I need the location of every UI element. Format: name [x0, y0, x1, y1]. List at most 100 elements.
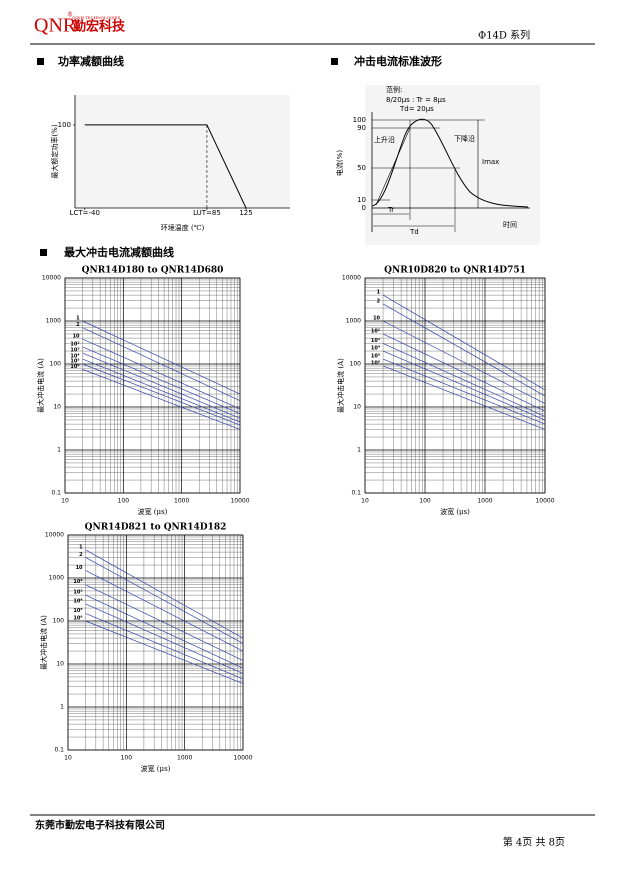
imax-label: Imax [482, 158, 499, 166]
level-label: 50 [357, 164, 366, 172]
y-axis-label: 电流(%) [335, 150, 344, 176]
x-tick-label: LUT=85 [193, 209, 221, 217]
waveform-diagram: 范例: 8/20μs : Tr = 8μs Td= 20μs 100 90 50… [335, 85, 540, 245]
series-line [85, 584, 244, 661]
y-tick-label: 10000 [42, 275, 61, 282]
x-tick-label: 10 [64, 755, 72, 762]
series-label: 10⁶ [371, 360, 380, 366]
y-tick-label: 1 [57, 447, 61, 454]
bullet [37, 58, 44, 65]
y-tick-label: 1000 [49, 575, 64, 582]
x-tick-label: 125 [239, 209, 252, 217]
series-line [382, 365, 546, 430]
series-line [382, 333, 546, 412]
level-label: 10 [357, 196, 366, 204]
y-tick-label: 100 [50, 361, 62, 368]
series-label: 1 [377, 290, 381, 296]
plot-area [75, 95, 290, 208]
logo: QNR [34, 15, 77, 37]
series-line [82, 320, 241, 395]
series-line [85, 594, 244, 669]
y-tick-label: 0.1 [54, 747, 64, 754]
series-label: 2 [377, 298, 381, 304]
series-label: 10³ [70, 348, 79, 354]
series-label: 10 [76, 565, 83, 571]
x-tick-label: 1000 [177, 755, 192, 762]
series-line [85, 620, 244, 684]
series-line [85, 603, 244, 674]
x-tick-label: 1000 [477, 498, 492, 505]
y-tick-label: 10 [56, 661, 64, 668]
level-label: 90 [357, 124, 366, 132]
x-axis-label: 波宽 (μs) [440, 507, 470, 516]
y-tick-label: 1000 [46, 318, 61, 325]
x-tick-label: 10 [61, 498, 69, 505]
rise-line [375, 127, 411, 206]
series-label: 10⁶ [70, 364, 79, 370]
series-label: 1 [76, 316, 80, 322]
series-label: 10² [70, 341, 79, 347]
chart-title: QNR14D821 to QNR14D182 [85, 523, 227, 533]
series-line [82, 346, 241, 414]
y-tick-label: 1 [60, 704, 64, 711]
series-label: 1 [79, 544, 83, 550]
series-label: 10⁵ [371, 354, 380, 360]
level-label: 100 [353, 116, 366, 124]
bullet [331, 58, 338, 65]
series-line [84, 124, 247, 209]
plot-area [364, 277, 546, 494]
y-tick-label: 1000 [346, 318, 361, 325]
company-logo: 勤宏科技 [73, 19, 126, 35]
example-line: Td= 20μs [399, 105, 434, 113]
tr-label: Tr [387, 206, 394, 214]
series-line [382, 320, 546, 404]
series-line [382, 303, 546, 397]
example-label: 范例: [386, 85, 402, 94]
y-tick-label: 100 [350, 361, 362, 368]
y-tick-label: 10000 [342, 275, 361, 282]
fall-label: 下降沿 [454, 134, 475, 143]
rise-label: 上升沿 [374, 135, 395, 144]
x-tick-label: 1000 [174, 498, 189, 505]
series-label: 10⁵ [73, 608, 82, 614]
x-tick-label: 10000 [535, 498, 554, 505]
series-line [82, 352, 241, 419]
bullet [40, 249, 47, 256]
section-title: 最大冲击电流减额曲线 [64, 245, 174, 259]
y-tick-label: 1 [357, 447, 361, 454]
series-line [82, 338, 241, 410]
series-label: 10² [73, 579, 82, 585]
y-axis-label: 最大冲击电流 (A) [36, 358, 45, 413]
series-label: 10³ [73, 590, 82, 596]
series-label: 10² [371, 328, 380, 334]
series-line [382, 343, 546, 417]
series-line [382, 358, 546, 425]
series-line [382, 350, 546, 421]
x-tick-label: 10 [361, 498, 369, 505]
series-label: 10⁵ [70, 359, 79, 365]
logo-mark: ® [67, 12, 73, 19]
waveform-curve [371, 118, 529, 208]
series-label: 10⁴ [70, 354, 79, 360]
series-line [82, 369, 241, 430]
series-line [85, 557, 244, 644]
series-line [82, 327, 241, 402]
y-tick-label: 100 [58, 121, 71, 129]
x-axis-label: 时间 [503, 220, 517, 229]
td-label: Td [409, 228, 419, 236]
series-label: 10⁶ [73, 616, 82, 622]
series-label: 10⁴ [371, 346, 380, 352]
y-tick-label: 100 [53, 618, 65, 625]
series-label: 10 [73, 334, 80, 340]
x-axis-label: 波宽 (μs) [138, 507, 168, 516]
series-title: Φ14D 系列 [478, 29, 530, 42]
section-title: 功率减额曲线 [58, 54, 124, 68]
section-title: 冲击电流标准波形 [354, 54, 442, 68]
chart-title: QNR14D180 to QNR14D680 [82, 266, 224, 276]
series-line [85, 613, 244, 680]
x-tick-label: 10000 [230, 498, 249, 505]
series-line [382, 294, 546, 391]
y-tick-label: 10000 [45, 532, 64, 539]
